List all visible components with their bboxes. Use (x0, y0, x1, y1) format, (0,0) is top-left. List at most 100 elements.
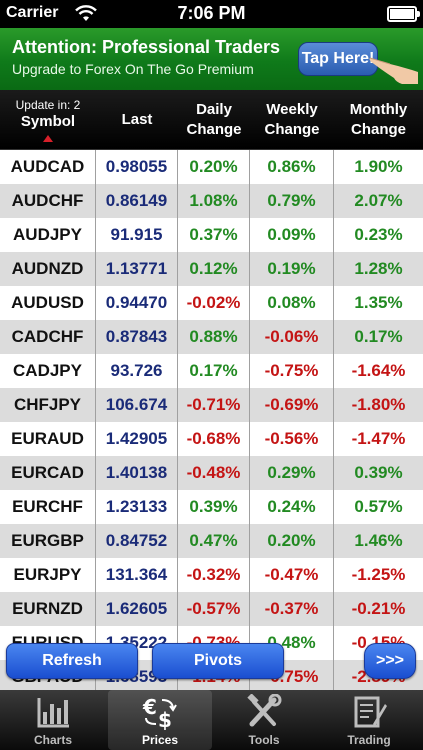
tab-bar: Charts € $ Prices Tools Trading (0, 690, 423, 750)
banner-title: Attention: Professional Traders (12, 37, 281, 57)
symbol-cell: EURAUD (0, 422, 96, 456)
tab-charts[interactable]: Charts (1, 690, 105, 750)
daily-change-column-header[interactable]: Daily Change (178, 90, 250, 150)
daily-change-cell: -0.02% (178, 286, 250, 320)
last-price-cell: 0.84752 (96, 524, 178, 558)
tab-prices[interactable]: € $ Prices (108, 690, 212, 750)
daily-change-cell: 0.47% (178, 524, 250, 558)
table-row[interactable]: EURAUD 1.42905 -0.68% -0.56% -1.47% (0, 422, 423, 456)
table-row[interactable]: EURGBP 0.84752 0.47% 0.20% 1.46% (0, 524, 423, 558)
last-price-cell: 1.40138 (96, 456, 178, 490)
monthly-change-cell: 1.46% (354, 531, 403, 550)
table-row[interactable]: CADJPY 93.726 0.17% -0.75% -1.64% (0, 354, 423, 388)
more-button[interactable]: >>> (364, 643, 416, 679)
carrier-label: Carrier (6, 4, 59, 21)
monthly-change-cell: -1.25% (351, 565, 406, 584)
daily-change-cell: 0.12% (178, 252, 250, 286)
weekly-change-cell: 0.19% (250, 252, 334, 286)
last-price-cell: 1.42905 (96, 422, 178, 456)
monthly-header-label-2: Change (350, 121, 406, 138)
daily-change-cell: 0.88% (178, 320, 250, 354)
weekly-change-cell: -0.69% (250, 388, 334, 422)
weekly-change-cell: 0.24% (250, 490, 334, 524)
tap-here-button[interactable]: Tap Here! (298, 42, 378, 76)
table-row[interactable]: EURCHF 1.23133 0.39% 0.24% 0.57% (0, 490, 423, 524)
tab-tools[interactable]: Tools (212, 690, 316, 750)
symbol-cell: AUDUSD (0, 286, 96, 320)
monthly-change-cell: 0.57% (354, 497, 403, 516)
wifi-icon (75, 5, 97, 21)
last-price-cell: 91.915 (96, 218, 178, 252)
battery-icon (387, 6, 420, 22)
pivots-button[interactable]: Pivots (152, 643, 284, 679)
symbol-cell: CADJPY (0, 354, 96, 388)
symbol-cell: EURGBP (0, 524, 96, 558)
last-price-cell: 93.726 (96, 354, 178, 388)
last-price-cell: 0.87843 (96, 320, 178, 354)
monthly-change-cell: 2.07% (354, 191, 403, 210)
monthly-change-cell: -1.47% (351, 429, 406, 448)
status-bar: Carrier 7:06 PM (0, 0, 423, 28)
last-price-cell: 1.62605 (96, 592, 178, 626)
weekly-change-cell: 0.86% (250, 150, 334, 184)
table-row[interactable]: AUDNZD 1.13771 0.12% 0.19% 1.28% (0, 252, 423, 286)
chart-icon (37, 698, 69, 728)
monthly-change-cell: 1.28% (354, 259, 403, 278)
pointing-hand-icon (369, 57, 418, 84)
refresh-button[interactable]: Refresh (6, 643, 138, 679)
monthly-change-cell: 0.17% (354, 327, 403, 346)
daily-change-cell: 1.08% (178, 184, 250, 218)
banner-subtitle: Upgrade to Forex On The Go Premium (12, 61, 254, 77)
tab-label: Prices (141, 733, 179, 747)
weekly-change-cell: 0.79% (250, 184, 334, 218)
upgrade-banner[interactable]: Attention: Professional Traders Upgrade … (0, 28, 423, 90)
monthly-change-cell: 0.39% (354, 463, 403, 482)
monthly-change-cell: 1.90% (354, 157, 403, 176)
daily-header-label-1: Daily (196, 101, 232, 118)
last-price-cell: 1.23133 (96, 490, 178, 524)
weekly-change-cell: 0.08% (250, 286, 334, 320)
tab-trading[interactable]: Trading (317, 690, 421, 750)
table-row[interactable]: AUDCAD 0.98055 0.20% 0.86% 1.90% (0, 150, 423, 184)
monthly-change-cell: 1.35% (354, 293, 403, 312)
weekly-change-cell: -0.37% (250, 592, 334, 626)
svg-text:€: € (142, 695, 157, 719)
weekly-change-cell: 0.20% (250, 524, 334, 558)
symbol-cell: EURJPY (0, 558, 96, 592)
weekly-change-cell: -0.47% (250, 558, 334, 592)
table-header: Update in: 2 Symbol Last Daily Change We… (0, 90, 423, 150)
table-row[interactable]: EURNZD 1.62605 -0.57% -0.37% -0.21% (0, 592, 423, 626)
symbol-cell: AUDCAD (0, 150, 96, 184)
symbol-cell: CHFJPY (0, 388, 96, 422)
last-column-header[interactable]: Last (96, 90, 178, 150)
table-row[interactable]: CADCHF 0.87843 0.88% -0.06% 0.17% (0, 320, 423, 354)
last-price-cell: 1.13771 (96, 252, 178, 286)
trading-icon (354, 696, 387, 728)
svg-text:$: $ (158, 708, 172, 730)
weekly-change-column-header[interactable]: Weekly Change (250, 90, 334, 150)
currency-icon: € $ (142, 695, 177, 730)
last-price-cell: 131.364 (96, 558, 178, 592)
daily-header-label-2: Change (186, 121, 242, 138)
monthly-change-column-header[interactable]: Monthly Change (334, 90, 423, 150)
price-table[interactable]: AUDCAD 0.98055 0.20% 0.86% 1.90% AUDCHF 0.861… (0, 150, 423, 690)
weekly-change-cell: -0.06% (250, 320, 334, 354)
tools-icon (247, 694, 282, 727)
daily-change-cell: 0.39% (178, 490, 250, 524)
monthly-change-cell: 0.23% (354, 225, 403, 244)
monthly-change-cell: -1.80% (351, 395, 406, 414)
table-row[interactable]: AUDJPY 91.915 0.37% 0.09% 0.23% (0, 218, 423, 252)
table-row[interactable]: EURJPY 131.364 -0.32% -0.47% -1.25% (0, 558, 423, 592)
symbol-cell: AUDJPY (0, 218, 96, 252)
daily-change-cell: -0.71% (178, 388, 250, 422)
symbol-cell: EURCAD (0, 456, 96, 490)
last-header-label: Last (121, 111, 153, 128)
clock: 7:06 PM (177, 3, 246, 23)
last-price-cell: 0.86149 (96, 184, 178, 218)
table-row[interactable]: CHFJPY 106.674 -0.71% -0.69% -1.80% (0, 388, 423, 422)
symbol-column-header[interactable]: Update in: 2 Symbol (0, 90, 96, 150)
monthly-header-label-1: Monthly (349, 101, 408, 118)
table-row[interactable]: AUDCHF 0.86149 1.08% 0.79% 2.07% (0, 184, 423, 218)
table-row[interactable]: EURCAD 1.40138 -0.48% 0.29% 0.39% (0, 456, 423, 490)
table-row[interactable]: AUDUSD 0.94470 -0.02% 0.08% 1.35% (0, 286, 423, 320)
